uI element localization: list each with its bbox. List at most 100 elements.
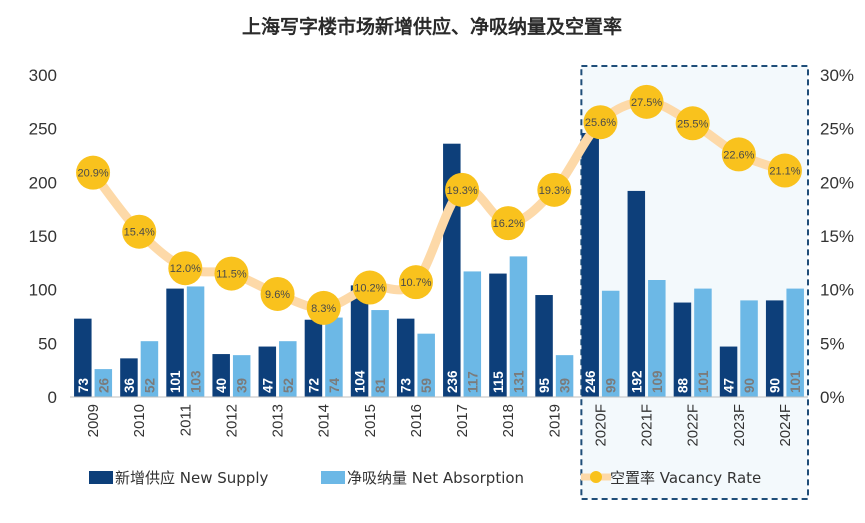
new-supply-bar [120, 358, 138, 397]
right-axis-tick: 0% [820, 388, 845, 407]
new-supply-label: 72 [306, 378, 321, 393]
left-axis-tick: 50 [38, 334, 57, 353]
new-supply-label: 47 [260, 378, 275, 393]
net-absorption-bar [186, 286, 205, 397]
x-axis-tick: 2024F [777, 404, 794, 447]
left-axis-tick: 150 [29, 227, 57, 246]
new-supply-label: 101 [168, 370, 183, 393]
new-supply-bar [581, 132, 599, 397]
left-y-axis: 0 50 100 150 200 250 300 [29, 66, 57, 407]
vacancy-rate-label: 19.3% [539, 185, 570, 197]
new-supply-bar [166, 288, 184, 397]
net-absorption-label: 109 [650, 370, 665, 393]
new-supply-label: 90 [768, 378, 783, 393]
right-axis-tick: 5% [820, 334, 845, 353]
x-axis-tick: 2012 [223, 404, 240, 437]
left-axis-tick: 100 [29, 281, 57, 300]
new-supply-label: 246 [583, 370, 598, 393]
vacancy-rate-marker [260, 276, 295, 311]
vacancy-rate-marker [352, 270, 387, 305]
vacancy-rate-label: 25.6% [585, 117, 616, 129]
net-absorption-bar [509, 256, 528, 397]
vacancy-rate-label: 16.2% [493, 218, 524, 230]
new-supply-label: 115 [491, 371, 506, 393]
new-supply-bar [74, 318, 92, 397]
net-absorption-label: 52 [142, 378, 157, 393]
legend-label-new-supply: 新增供应 New Supply [115, 469, 268, 487]
new-supply-label: 36 [122, 377, 137, 393]
vacancy-rate-label: 12.0% [170, 263, 201, 275]
vacancy-rate-label: 21.1% [769, 166, 800, 178]
new-supply-label: 192 [629, 370, 644, 393]
vacancy-rate-marker [675, 106, 710, 141]
new-supply-bar [719, 346, 738, 397]
net-absorption-label: 101 [696, 370, 711, 393]
chart-title: 上海写字楼市场新增供应、净吸纳量及空置率 [242, 15, 622, 38]
net-absorption-bar [601, 290, 620, 397]
new-supply-bar [350, 285, 369, 397]
vacancy-rate-label: 22.6% [723, 149, 754, 161]
net-absorption-label: 81 [373, 377, 388, 393]
net-absorption-bar [694, 288, 712, 397]
net-absorption-label: 101 [788, 370, 803, 393]
x-axis: 2009 2010 2011 2012 2013 2014 2015 2016 2017 2018… [85, 404, 794, 447]
right-axis-tick: 20% [820, 173, 854, 192]
x-axis-tick: 2013 [270, 404, 287, 437]
net-absorption-label: 117 [465, 371, 480, 393]
right-y-axis: 0% 5% 10% 15% 20% 25% 30% [820, 66, 854, 407]
left-axis-tick: 0 [48, 388, 57, 407]
new-supply-bar [535, 295, 553, 397]
x-axis-tick: 2021F [639, 404, 656, 447]
legend-swatch-new-supply [89, 471, 113, 484]
vacancy-rate-marker [445, 172, 480, 207]
legend-label-net-absorption: 净吸纳量 Net Absorption [347, 469, 524, 487]
x-axis-tick: 2020F [592, 404, 609, 447]
vacancy-rate-marker [122, 214, 157, 249]
new-supply-label: 40 [214, 378, 229, 393]
vacancy-rate-marker [168, 251, 203, 286]
new-supply-label: 104 [353, 370, 368, 393]
legend-swatch-net-absorption [321, 471, 345, 484]
left-axis-tick: 200 [29, 173, 57, 192]
net-absorption-label: 103 [189, 370, 204, 393]
net-absorption-label: 74 [327, 377, 342, 393]
vacancy-rate-label: 15.4% [124, 227, 155, 239]
vacancy-rate-marker [721, 137, 756, 172]
right-axis-tick: 30% [820, 66, 854, 85]
net-absorption-label: 59 [419, 378, 434, 393]
net-absorption-bar [417, 333, 435, 397]
net-absorption-label: 39 [558, 378, 573, 393]
net-absorption-bar [232, 355, 251, 397]
x-axis-tick: 2022F [685, 404, 702, 447]
left-axis-tick: 250 [29, 120, 57, 139]
new-supply-label: 73 [399, 377, 414, 393]
right-axis-tick: 25% [820, 120, 854, 139]
x-axis-tick: 2014 [316, 404, 333, 437]
net-absorption-label: 90 [742, 378, 757, 393]
net-absorption-label: 26 [96, 377, 111, 393]
vacancy-rate-marker [537, 172, 572, 207]
new-supply-bar [396, 318, 415, 397]
new-supply-bar [627, 190, 646, 397]
x-axis-tick: 2018 [500, 404, 517, 437]
vacancy-rate-marker [76, 155, 111, 190]
vacancy-rate-marker [767, 153, 802, 188]
vacancy-rate-label: 9.6% [265, 289, 290, 301]
vacancy-rate-label: 11.5% [216, 269, 247, 281]
net-absorption-bar [94, 369, 113, 397]
new-supply-label: 73 [76, 377, 91, 393]
new-supply-label: 47 [722, 378, 737, 393]
legend: 新增供应 New Supply 净吸纳量 Net Absorption 空置率 Va… [89, 469, 761, 487]
vacancy-rate-marker [491, 206, 526, 241]
new-supply-bar [212, 354, 230, 397]
new-supply-label: 95 [537, 377, 552, 393]
net-absorption-bar [740, 300, 758, 397]
net-absorption-bar [463, 271, 482, 397]
net-absorption-label: 131 [511, 370, 526, 393]
net-absorption-bar [279, 341, 297, 397]
x-axis-tick: 2017 [454, 404, 471, 437]
vacancy-rate-label: 25.5% [677, 118, 708, 130]
new-supply-bar [489, 273, 507, 397]
vacancy-rate-marker [398, 265, 433, 300]
